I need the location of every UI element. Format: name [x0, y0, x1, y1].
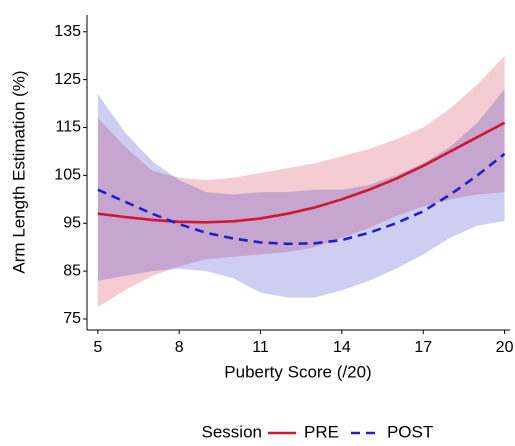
y-tick-label: 95	[63, 214, 81, 231]
y-axis-title: Arm Length Estimation (%)	[9, 70, 28, 273]
x-tick-label: 14	[333, 339, 351, 356]
line	[97, 121, 506, 224]
y-tick-label: 115	[55, 119, 81, 136]
line	[97, 152, 506, 246]
x-tick-label: 5	[93, 339, 102, 356]
y-tick-label: 105	[54, 167, 81, 184]
x-tick-label: 11	[252, 339, 269, 356]
x-tick-label: 17	[414, 339, 432, 356]
legend-label: PRE	[304, 422, 339, 441]
legend-title: Session	[202, 422, 262, 441]
y-tick-label: 85	[63, 262, 81, 279]
y-tick-label: 125	[54, 71, 81, 88]
confidence-band	[97, 89, 505, 298]
x-axis-title: Puberty Score (/20)	[224, 362, 371, 381]
confidence-band	[97, 55, 505, 308]
y-tick-label: 75	[63, 310, 81, 327]
legend-label: POST	[387, 422, 433, 441]
y-tick-label: 135	[54, 23, 81, 40]
x-tick-label: 20	[496, 339, 514, 356]
x-tick-label: 8	[175, 339, 184, 356]
